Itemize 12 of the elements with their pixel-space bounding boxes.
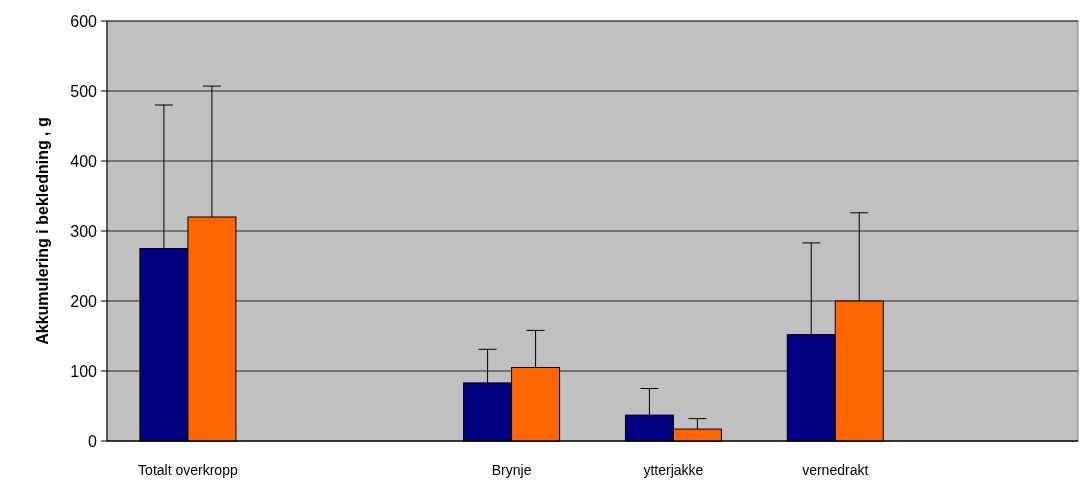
y-tick-label: 400 xyxy=(70,152,98,170)
y-tick-label: 200 xyxy=(70,292,98,310)
y-tick-label: 300 xyxy=(70,222,98,240)
x-tick-label: Totalt overkropp xyxy=(138,462,238,478)
y-tick-label: 100 xyxy=(70,362,98,380)
y-tick-label: 0 xyxy=(88,432,98,450)
x-tick-label: Brynje xyxy=(491,462,532,478)
y-tick-label: 600 xyxy=(70,12,98,30)
y-tick-label: 500 xyxy=(70,82,98,100)
x-tick-label: vernedrakt xyxy=(802,462,869,478)
x-tick-label: ytterjakke xyxy=(643,462,704,478)
y-axis-title: Akkumulering i bekledning , g xyxy=(34,117,51,345)
